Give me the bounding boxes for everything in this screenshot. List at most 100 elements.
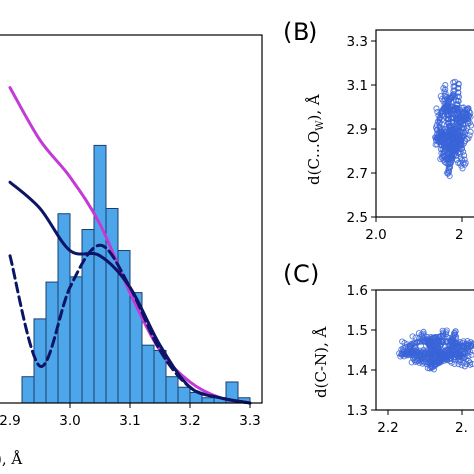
scatter-point bbox=[465, 135, 472, 142]
x-tick-label: 2.9 bbox=[0, 413, 21, 429]
scatter-point bbox=[445, 167, 452, 174]
scatter-point bbox=[437, 113, 444, 121]
scatter-point bbox=[432, 351, 439, 358]
histogram-bar bbox=[177, 386, 191, 404]
scatter-point bbox=[467, 342, 474, 349]
scatter-point bbox=[454, 127, 461, 134]
scatter-point bbox=[456, 122, 463, 129]
scatter-point bbox=[446, 167, 453, 174]
scatter-point bbox=[464, 105, 471, 112]
scatter-point bbox=[468, 351, 474, 358]
scatter-point bbox=[440, 356, 447, 363]
scatter-point bbox=[436, 135, 443, 142]
scatter-point bbox=[451, 342, 458, 349]
panel-b-letter: B bbox=[293, 18, 309, 46]
panel-c-paren-open: ( bbox=[283, 260, 292, 288]
scatter-point bbox=[467, 113, 474, 120]
histogram-bar bbox=[141, 344, 155, 404]
scatter-point bbox=[446, 338, 453, 345]
scatter-point bbox=[411, 356, 418, 364]
scatter-point bbox=[447, 142, 454, 150]
panel-b-y-label-subscript: W bbox=[315, 120, 326, 131]
panel-b-y-label-tail: ), Å bbox=[305, 94, 323, 120]
panel-a-histogram: 3.0 3.1 3.2 3.3 2.9 ), Å bbox=[0, 34, 263, 468]
scatter-point bbox=[452, 115, 459, 122]
scatter-point bbox=[451, 360, 458, 368]
scatter-point bbox=[455, 342, 462, 349]
scatter-point bbox=[451, 346, 458, 353]
scatter-point bbox=[451, 115, 458, 122]
scatter-point bbox=[409, 333, 416, 340]
scatter-point bbox=[442, 96, 449, 103]
scatter-point bbox=[450, 136, 457, 143]
panel-b-paren-open: ( bbox=[283, 18, 292, 46]
scatter-point bbox=[443, 357, 450, 364]
scatter-point bbox=[458, 135, 465, 142]
scatter-point bbox=[406, 343, 413, 350]
scatter-point bbox=[444, 170, 451, 177]
scatter-point bbox=[441, 92, 448, 99]
scatter-point bbox=[451, 133, 458, 140]
scatter-point bbox=[441, 88, 448, 95]
scatter-point bbox=[434, 141, 441, 148]
scatter-point bbox=[402, 343, 409, 351]
scatter-point bbox=[417, 351, 424, 358]
histogram-bar bbox=[69, 276, 83, 404]
panel-a-x-axis-label: ), Å bbox=[0, 450, 22, 468]
scatter-point bbox=[455, 124, 462, 131]
scatter-point bbox=[414, 358, 421, 365]
scatter-point bbox=[451, 87, 458, 94]
panel-c-points bbox=[396, 327, 474, 373]
scatter-point bbox=[409, 341, 416, 349]
panel-b-scatter: B ( ) 2.5 2.7 2.9 3.1 3.3 2.0 2 d(C…OW), Å bbox=[283, 18, 474, 243]
panel-c-frame bbox=[375, 289, 474, 411]
y-tick-label: 1.5 bbox=[347, 323, 368, 339]
y-tick-label: 2.7 bbox=[347, 166, 368, 182]
scatter-point bbox=[421, 351, 428, 358]
scatter-point bbox=[433, 105, 440, 112]
scatter-point bbox=[420, 334, 427, 342]
scatter-point bbox=[436, 351, 443, 358]
scatter-point bbox=[459, 165, 466, 172]
y-tick-label: 1.6 bbox=[347, 283, 368, 299]
scatter-point bbox=[463, 113, 470, 120]
panel-c-y-axis-label: d(C-N), Å bbox=[312, 326, 330, 398]
histogram-bar bbox=[165, 376, 179, 404]
scatter-point bbox=[410, 340, 417, 347]
scatter-point bbox=[458, 362, 465, 369]
scatter-point bbox=[438, 150, 445, 157]
scatter-point bbox=[461, 363, 468, 370]
scatter-point bbox=[438, 141, 445, 149]
histogram-bar bbox=[21, 376, 35, 404]
scatter-point bbox=[453, 123, 460, 130]
x-tick-label: 3.2 bbox=[179, 413, 200, 429]
panel-c-scatter: ( C ) 1.3 1.4 1.5 1.6 2.2 2. d(C-N), Å bbox=[283, 260, 474, 436]
scatter-point bbox=[459, 132, 466, 140]
scatter-point bbox=[399, 338, 406, 345]
fit-curves bbox=[8, 86, 252, 405]
scatter-point bbox=[425, 350, 432, 357]
scatter-point bbox=[452, 354, 459, 361]
scatter-point bbox=[425, 337, 433, 344]
scatter-point bbox=[449, 150, 456, 157]
scatter-point bbox=[449, 154, 456, 162]
scatter-point bbox=[419, 360, 426, 367]
scatter-point bbox=[451, 83, 458, 90]
scatter-point bbox=[440, 85, 447, 92]
scatter-point bbox=[467, 361, 474, 368]
y-tick-label: 2.9 bbox=[347, 122, 368, 138]
scatter-point bbox=[443, 100, 450, 107]
x-tick-label: 2. bbox=[455, 420, 468, 436]
x-tick-label: 3.1 bbox=[119, 413, 140, 429]
histogram-bar bbox=[93, 144, 107, 404]
scatter-point bbox=[452, 328, 459, 335]
scatter-point bbox=[448, 146, 455, 153]
scatter-point bbox=[439, 153, 446, 160]
scatter-point bbox=[442, 349, 450, 357]
scatter-point bbox=[452, 130, 459, 137]
scatter-point bbox=[451, 78, 459, 85]
scatter-point bbox=[455, 361, 462, 368]
scatter-point bbox=[404, 352, 411, 359]
scatter-point bbox=[434, 118, 441, 125]
x-tick-label: 2 bbox=[455, 227, 464, 243]
